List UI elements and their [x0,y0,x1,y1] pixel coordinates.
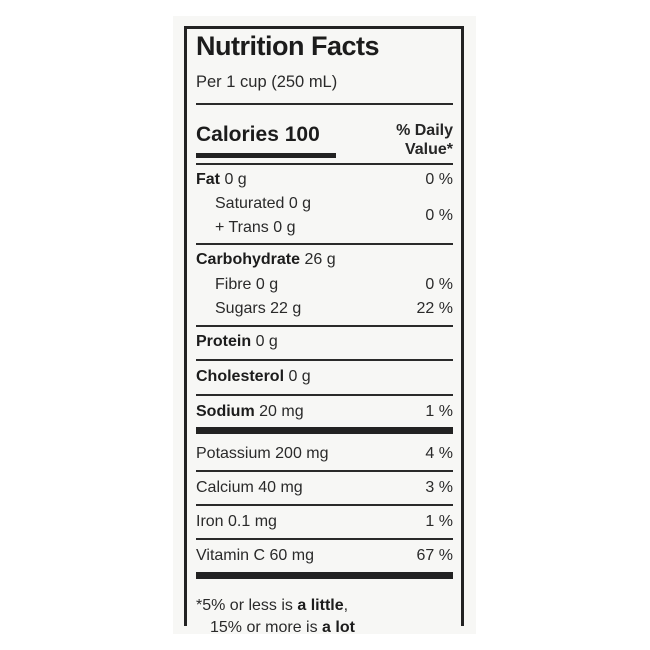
daily-value-heading: % Daily Value* [396,121,453,159]
row-potassium: Potassium 200 mg 4 % [196,443,453,465]
thick-divider [196,572,453,579]
label-title: Nutrition Facts [196,31,380,61]
row-vitamin-c: Vitamin C 60 mg 67 % [196,545,453,567]
thick-divider [196,427,453,434]
nutrient-percent: 67 % [416,547,453,564]
divider [196,163,453,165]
nutrient-name: Protein [196,333,252,350]
carton-background: Nutrition Facts Per 1 cup (250 mL) Calor… [173,16,476,636]
calories: Calories 100 [196,123,320,146]
nutrient-percent: 1 % [425,403,453,420]
row-trans-fat: + Trans 0 g [196,217,453,239]
nutrient-amount: 0 g [251,333,278,350]
nutrient-percent: 3 % [425,479,453,496]
row-fat: Fat 0 g 0 % [196,169,453,191]
footnote-emphasis: a little [297,597,344,614]
nutrient-percent: 4 % [425,445,453,462]
nutrient-name: + Trans 0 g [215,219,296,236]
footnote-text: *5% or less is [196,597,298,614]
nutrient-amount: 0 g [284,368,311,385]
nutrient-name: Fat [196,171,220,188]
row-saturated-fat: Saturated 0 g [196,193,453,215]
nutrient-amount: 20 mg [254,403,304,420]
divider [196,359,453,361]
divider [196,103,453,105]
row-fibre: Fibre 0 g 0 % [196,274,453,296]
divider [196,504,453,506]
footnote-punctuation: , [343,597,349,614]
nutrient-name: Calcium 40 mg [196,479,303,496]
row-sat-trans-percent: 0 % [196,205,453,227]
nutrient-name: Cholesterol [196,368,285,385]
row-sodium: Sodium 20 mg 1 % [196,401,453,423]
serving-size: Per 1 cup (250 mL) [196,73,338,91]
daily-value-heading-line2: Value* [404,141,453,158]
nutrient-percent: 22 % [416,300,453,317]
divider [196,394,453,396]
row-sugars: Sugars 22 g 22 % [196,298,453,320]
row-cholesterol: Cholesterol 0 g [196,366,453,388]
nutrient-percent: 1 % [425,513,453,530]
nutrient-name: Potassium 200 mg [196,445,329,462]
nutrient-amount: 26 g [300,251,336,268]
divider [196,538,453,540]
nutrient-percent: 0 % [425,207,453,224]
nutrient-name: Iron 0.1 mg [196,513,277,530]
footnote-text: 15% or more is [210,619,323,636]
divider [196,325,453,327]
calories-underline [196,153,336,158]
nutrient-percent: 0 % [425,171,453,188]
divider [196,470,453,472]
nutrient-name: Saturated 0 g [215,195,312,212]
row-iron: Iron 0.1 mg 1 % [196,511,453,533]
row-carbohydrate: Carbohydrate 26 g [196,249,453,271]
footnote-emphasis: a lot [322,619,355,636]
daily-value-footnote: *5% or less is a little, 15% or more is … [196,595,355,639]
daily-value-heading-line1: % Daily [396,122,453,139]
nutrient-name: Vitamin C 60 mg [196,547,314,564]
nutrient-amount: 0 g [220,171,247,188]
nutrient-name: Sugars 22 g [215,300,302,317]
row-calcium: Calcium 40 mg 3 % [196,477,453,499]
row-protein: Protein 0 g [196,331,453,353]
nutrient-percent: 0 % [425,276,453,293]
nutrient-name: Fibre 0 g [215,276,279,293]
divider [196,243,453,245]
nutrient-name: Carbohydrate [196,251,301,268]
nutrition-facts-panel: Nutrition Facts Per 1 cup (250 mL) Calor… [184,26,464,636]
nutrient-name: Sodium [196,403,255,420]
